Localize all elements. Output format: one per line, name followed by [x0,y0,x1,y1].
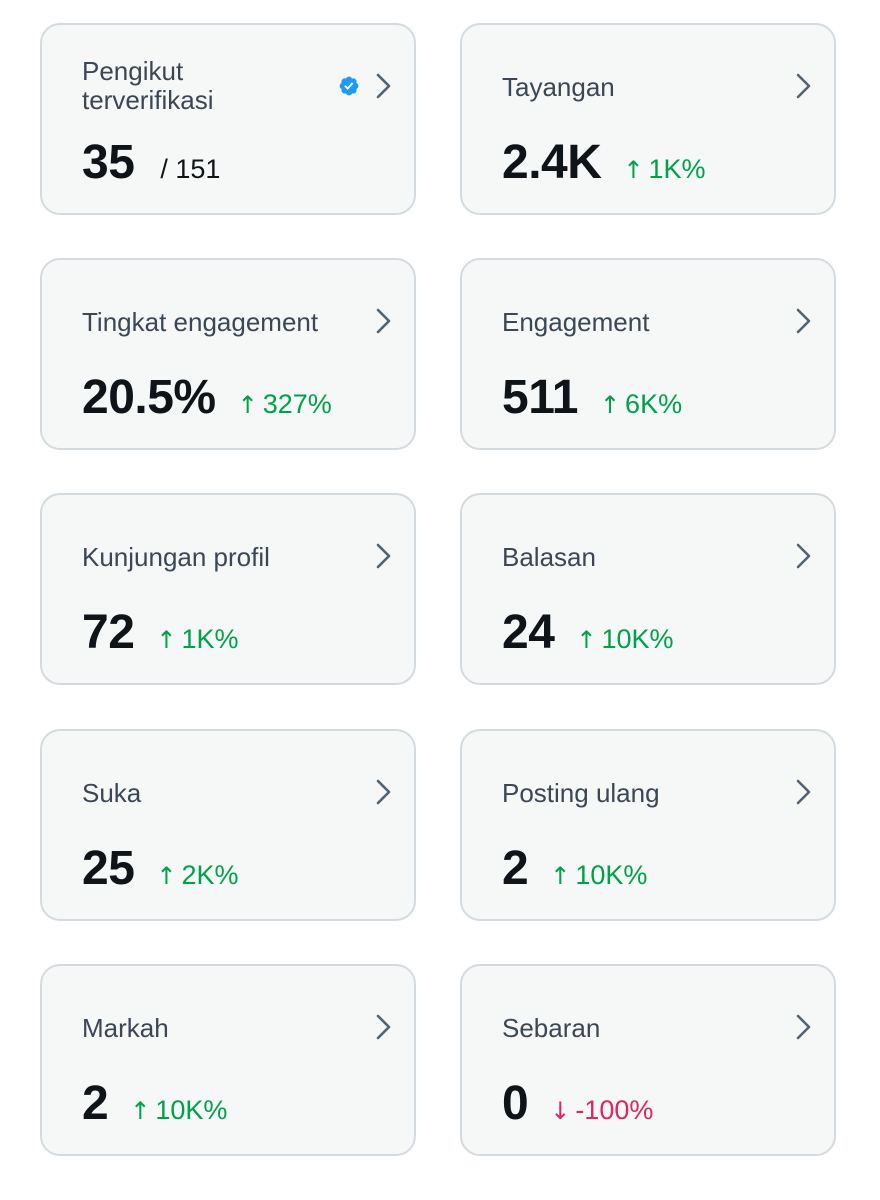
metric-label: Kunjungan profil [82,542,270,572]
metric-change: ↓ -100% [550,1095,653,1126]
metric-label: Tingkat engagement [82,307,319,337]
metric-value: 2.4K [502,136,602,189]
metric-change-value: -100% [575,1095,654,1125]
metric-label: Balasan [502,542,596,572]
arrow-up-icon: ↑ [599,391,621,419]
metric-label: Engagement [502,307,650,337]
metric-card-reposts[interactable]: Posting ulang 2 ↑ 10K% [460,729,836,921]
metric-change-value: 6K% [625,389,683,419]
metric-card-impressions[interactable]: Tayangan 2.4K ↑ 1K% [460,23,836,215]
verified-badge-icon [339,76,359,96]
metric-card-verified-followers[interactable]: Pengikut terverifikasi 35 / 151 [40,23,416,215]
chevron-right-icon [796,543,811,569]
metric-label: Suka [82,778,142,808]
metric-change: ↑ 327% [238,389,332,420]
chevron-right-icon [376,73,391,99]
metric-value-row: 2 ↑ 10K% [82,1076,227,1132]
metric-change-value: 2K% [181,860,239,890]
metric-value-row: 20.5% ↑ 327% [82,370,332,426]
metric-change: ↑ 10K% [550,860,647,891]
metric-change-value: 10K% [155,1095,228,1125]
metric-change-value: 10K% [601,624,674,654]
chevron-right-icon [376,543,391,569]
chevron-right-icon [376,308,391,334]
metric-change-value: 10K% [575,860,648,890]
metric-label: Sebaran [502,1013,601,1043]
metric-value-row: 72 ↑ 1K% [82,605,239,661]
metric-change-value: 1K% [181,624,239,654]
metric-card-likes[interactable]: Suka 25 ↑ 2K% [40,729,416,921]
metric-value: 0 [502,1077,529,1130]
metric-value: 2 [502,842,529,895]
metric-change-value: 1K% [648,154,706,184]
metric-value-row: 35 / 151 [82,135,220,191]
arrow-up-icon: ↑ [237,391,258,419]
metric-card-engagements[interactable]: Engagement 511 ↑ 6K% [460,258,836,450]
arrow-up-icon: ↑ [576,626,597,654]
chevron-right-icon [796,73,811,99]
metric-value-row: 0 ↓ -100% [502,1076,653,1132]
chevron-right-icon [796,308,811,334]
metric-change: ↑ 10K% [130,1095,227,1126]
metric-value-row: 2 ↑ 10K% [502,841,647,897]
arrow-up-icon: ↑ [550,862,571,890]
chevron-right-icon [796,779,811,805]
chevron-right-icon [376,1014,391,1040]
chevron-right-icon [376,779,391,805]
metric-change-value: 327% [262,389,332,419]
metric-value-row: 24 ↑ 10K% [502,605,674,661]
metric-value: 72 [82,606,135,659]
metric-value-row: 2.4K ↑ 1K% [502,135,706,191]
metric-total: / 151 [160,154,221,184]
arrow-up-icon: ↑ [130,1097,151,1125]
metric-value-row: 25 ↑ 2K% [82,841,239,897]
metric-change: ↑ 10K% [576,624,673,655]
arrow-down-icon: ↓ [550,1097,571,1125]
arrow-up-icon: ↑ [156,862,177,890]
metric-value: 20.5% [82,371,216,424]
metric-change: ↑ 2K% [156,860,238,891]
metric-value: 35 [82,136,135,189]
metric-value-row: 511 ↑ 6K% [502,370,682,426]
metric-label: Posting ulang [502,778,660,808]
metric-label: Tayangan [502,72,615,102]
metric-card-engagement-rate[interactable]: Tingkat engagement 20.5% ↑ 327% [40,258,416,450]
metric-label: Markah [82,1013,169,1043]
chevron-right-icon [796,1014,811,1040]
metric-value: 24 [502,606,555,659]
metric-change: ↑ 1K% [623,154,705,185]
metric-change: ↑ 6K% [600,389,682,420]
arrow-up-icon: ↑ [156,626,177,654]
metric-value: 2 [82,1077,109,1130]
metric-value: 511 [502,371,578,424]
metric-card-replies[interactable]: Balasan 24 ↑ 10K% [460,493,836,685]
metric-change: ↑ 1K% [156,624,238,655]
metric-card-bookmarks[interactable]: Markah 2 ↑ 10K% [40,964,416,1156]
metric-value: 25 [82,842,135,895]
metric-label: Pengikut terverifikasi [82,56,214,115]
metric-card-shares[interactable]: Sebaran 0 ↓ -100% [460,964,836,1156]
arrow-up-icon: ↑ [623,156,644,184]
metric-card-profile-visits[interactable]: Kunjungan profil 72 ↑ 1K% [40,493,416,685]
